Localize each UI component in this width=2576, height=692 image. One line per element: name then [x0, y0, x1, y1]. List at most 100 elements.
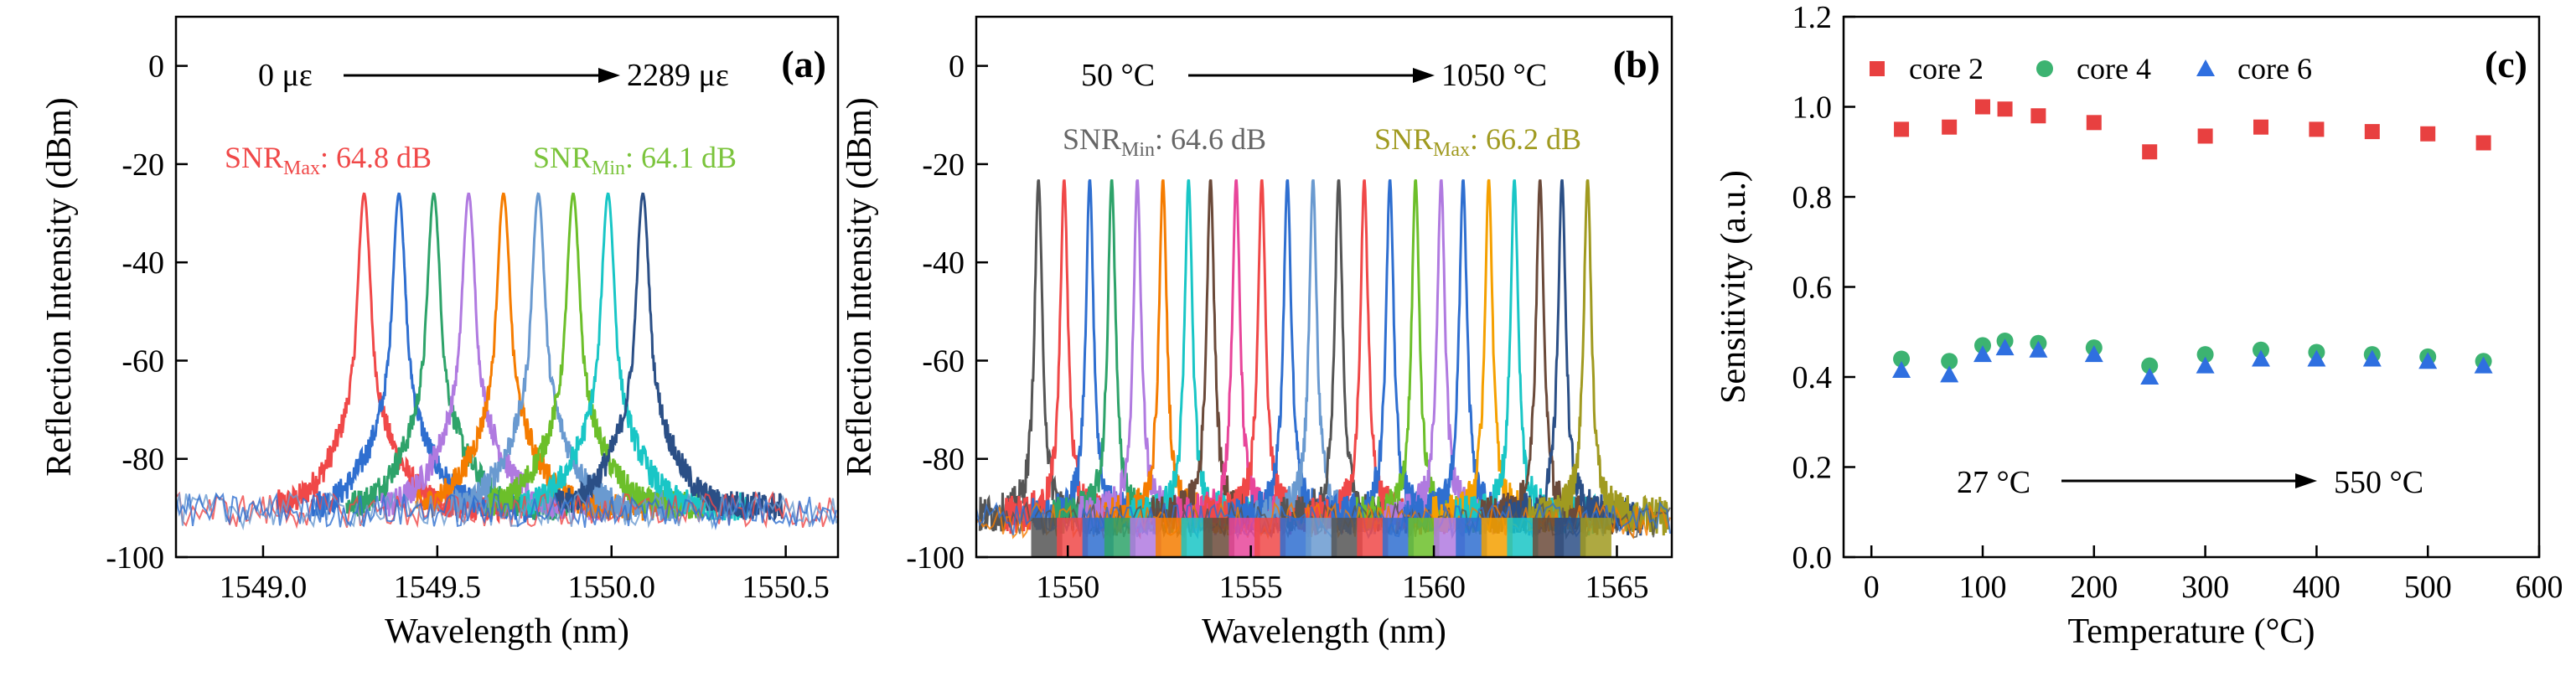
- y-tick-label: 0.8: [1792, 180, 1833, 215]
- point-core-6-1: [1940, 365, 1959, 383]
- legend-label-1: core 4: [2077, 52, 2151, 85]
- point-core-6-5: [2084, 345, 2103, 363]
- point-core-2-0: [1894, 121, 1910, 137]
- snr-left-label: SNRMax: 64.8 dB: [225, 141, 432, 179]
- noise-trace-1: [176, 490, 837, 531]
- point-core-2-3: [1997, 101, 2013, 117]
- spectrum-peak-7: [520, 192, 749, 521]
- y-tick-label: 0.2: [1792, 451, 1833, 486]
- point-core-6-12: [2474, 356, 2493, 374]
- point-core-4-1: [1941, 353, 1958, 370]
- axes-frame: [1842, 15, 2541, 559]
- point-core-6-10: [2362, 349, 2382, 367]
- arrow-head: [1413, 68, 1435, 83]
- y-tick-label: -20: [122, 147, 164, 183]
- point-core-6-11: [2418, 352, 2438, 369]
- arrow-head: [2295, 473, 2317, 488]
- y-axis-label: Reflection Intensity (dBm): [40, 97, 79, 477]
- y-tick-label: -20: [922, 147, 965, 183]
- x-tick-label: 1565: [1585, 570, 1648, 605]
- x-tick-label: 1549.0: [220, 570, 308, 605]
- plot-area: [976, 178, 1671, 557]
- legend-label-2: core 6: [2237, 52, 2312, 85]
- point-core-4-6: [2141, 357, 2159, 374]
- panel-label: (c): [2485, 43, 2527, 85]
- panel-label: (a): [781, 43, 826, 85]
- point-core-2-11: [2420, 126, 2436, 142]
- point-core-4-7: [2196, 346, 2214, 364]
- point-core-2-9: [2309, 121, 2325, 137]
- point-core-6-3: [1995, 338, 2015, 356]
- spectrum-peak-8: [554, 192, 784, 523]
- y-tick-label: -100: [906, 540, 965, 576]
- snr-left-label: SNRMin: 64.6 dB: [1063, 122, 1266, 161]
- panel-0: 1549.0 1549.5 1550.0 1550.5 0 -20 -40 -60 -80 -10…: [40, 15, 840, 651]
- x-tick-label: 0: [1864, 570, 1880, 605]
- snr-right-label: SNRMax: 66.2 dB: [1374, 122, 1581, 161]
- x-tick-label: 1560: [1402, 570, 1466, 605]
- axes-frame: [174, 15, 840, 559]
- legend-marker-0: [1870, 61, 1885, 76]
- point-core-4-0: [1893, 350, 1911, 368]
- x-tick-label: 1550.0: [567, 570, 655, 605]
- range-start-label: 27 °C: [1957, 465, 2030, 500]
- point-core-6-8: [2252, 349, 2270, 367]
- x-axis-label: Wavelength (nm): [1202, 612, 1446, 651]
- x-tick-label: 1550: [1036, 570, 1099, 605]
- x-tick-label: 400: [2293, 570, 2341, 605]
- y-axis-label: Reflection Intensity (dBm): [841, 97, 879, 477]
- y-tick-label: -40: [922, 245, 965, 281]
- arrow-head: [598, 68, 620, 83]
- x-tick-label: 1555: [1219, 570, 1283, 605]
- y-tick-label: 1.2: [1792, 0, 1833, 35]
- x-axis-label: Temperature (°C): [2068, 612, 2315, 651]
- point-core-2-5: [2086, 115, 2102, 131]
- range-end-label: 2289 με: [627, 58, 729, 93]
- y-tick-label: 0.6: [1792, 271, 1833, 306]
- y-tick-label: -60: [922, 343, 965, 379]
- y-tick-label: 0.0: [1792, 540, 1833, 576]
- point-core-6-7: [2196, 356, 2215, 374]
- x-axis-label: Wavelength (nm): [385, 612, 629, 651]
- x-tick-label: 300: [2181, 570, 2229, 605]
- x-tick-label: 100: [1959, 570, 2007, 605]
- point-core-2-2: [1975, 99, 1990, 115]
- point-core-2-6: [2142, 144, 2158, 160]
- noise-trace-2: [176, 492, 837, 531]
- axes-frame: [975, 15, 1673, 559]
- x-tick-label: 500: [2404, 570, 2452, 605]
- legend-marker-1: [2036, 60, 2053, 77]
- point-core-2-4: [2030, 108, 2046, 124]
- point-core-2-12: [2475, 135, 2491, 151]
- point-core-2-10: [2364, 124, 2380, 140]
- plot-area: [1892, 99, 2493, 385]
- y-tick-label: -40: [122, 245, 164, 281]
- y-tick-label: -60: [122, 343, 164, 379]
- x-tick-label: 200: [2070, 570, 2118, 605]
- y-tick-label: -80: [122, 442, 164, 478]
- legend-marker-2: [2196, 59, 2215, 76]
- point-core-6-6: [2140, 368, 2160, 385]
- y-axis-label: Sensitivity (a.u.): [1715, 170, 1753, 404]
- x-tick-label: 600: [2516, 570, 2563, 605]
- panel-1: 1550 1555 1560 1565 0 -20 -40 -60 -80 -100 Wavelen…: [841, 15, 1673, 651]
- range-start-label: 50 °C: [1081, 58, 1155, 93]
- y-tick-label: -100: [106, 540, 164, 576]
- range-end-label: 1050 °C: [1441, 58, 1547, 93]
- plot-area: [176, 192, 837, 531]
- noise-block-22: [1580, 518, 1611, 557]
- point-core-6-0: [1892, 360, 1911, 378]
- point-core-6-4: [2029, 340, 2048, 358]
- y-tick-label: 0: [949, 49, 965, 85]
- point-core-6-9: [2307, 349, 2326, 367]
- y-tick-label: 0.4: [1792, 360, 1833, 395]
- x-tick-label: 1550.5: [742, 570, 830, 605]
- point-core-2-1: [1942, 119, 1958, 135]
- snr-right-label: SNRMin: 64.1 dB: [533, 141, 737, 179]
- panel-2: 0 100 200 300 400 500 600 0.0 0.2 0.4 0.6 0.8 1.0 1.2…: [1715, 0, 2563, 651]
- point-core-6-2: [1973, 345, 1992, 363]
- y-tick-label: 0: [148, 49, 164, 85]
- legend-label-0: core 2: [1909, 52, 1984, 85]
- point-core-2-8: [2253, 119, 2268, 135]
